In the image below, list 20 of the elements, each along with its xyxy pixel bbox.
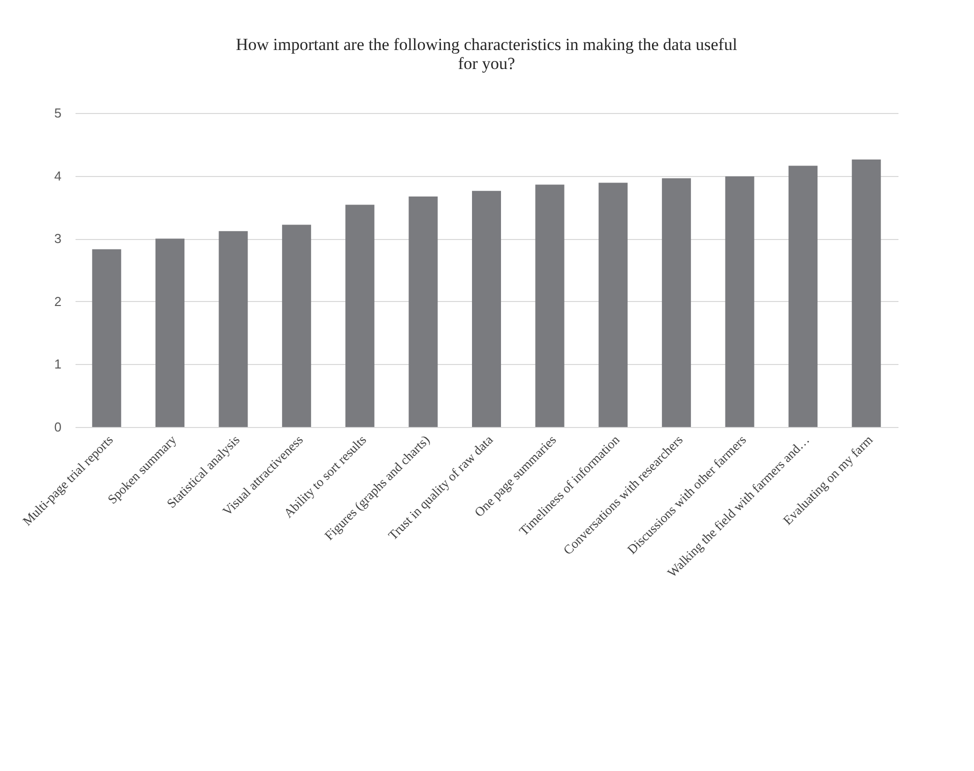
bar	[472, 190, 501, 427]
bar	[788, 166, 818, 427]
y-tick-label: 3	[54, 231, 62, 246]
bar	[92, 249, 122, 427]
chart-title: How important are the following characteristics in making the data useful for you?	[236, 35, 738, 73]
y-tick-label: 0	[54, 420, 62, 434]
bar	[598, 182, 628, 427]
bar	[345, 204, 374, 427]
y-tick-label: 5	[54, 106, 62, 120]
bar	[852, 159, 881, 427]
bar	[662, 178, 691, 427]
y-tick-label: 1	[54, 356, 62, 372]
bar	[725, 176, 754, 427]
y-tick-label: 4	[54, 168, 62, 184]
bar	[535, 184, 564, 427]
bar	[155, 238, 184, 427]
bar	[218, 231, 248, 427]
y-tick-label: 2	[54, 294, 62, 309]
bar	[282, 224, 312, 427]
bar	[408, 196, 438, 427]
